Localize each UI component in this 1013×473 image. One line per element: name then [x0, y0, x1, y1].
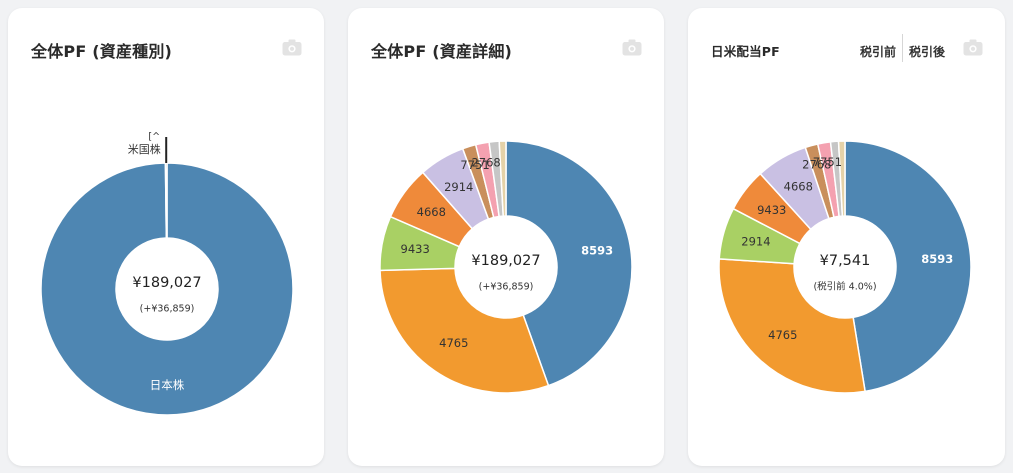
asset-type-card: 全体PF (資産種別) 日本株 米国株 [^ ¥189,027 (+¥36,859) [8, 8, 324, 466]
card-title: 日米配当PF [711, 44, 780, 59]
card-title: 全体PF (資産種別) [31, 42, 173, 61]
camera-icon[interactable] [963, 39, 983, 56]
donut-ring [718, 140, 972, 394]
donut-slice[interactable] [379, 267, 550, 394]
donut-ring [379, 140, 633, 394]
center-subtext: (+¥36,859) [140, 304, 195, 315]
slice-label: 4668 [784, 180, 813, 194]
center-subtext: (税引前 4.0%) [813, 281, 876, 293]
donut-slice[interactable] [837, 140, 846, 217]
center-total: ¥189,027 [471, 253, 540, 269]
tab-divider [902, 34, 904, 62]
slice-label: 8593 [921, 252, 953, 266]
center-total: ¥7,541 [820, 253, 871, 269]
slice-label-truncated: [^ [148, 132, 160, 143]
tab-after-tax[interactable]: 税引後 [909, 44, 946, 59]
slice-label: 4765 [768, 328, 797, 342]
donut-slice[interactable] [844, 140, 972, 393]
camera-icon[interactable] [622, 39, 642, 56]
slice-label: 2914 [444, 180, 473, 194]
slice-label: 米国株 [128, 142, 161, 156]
slice-label: 9433 [757, 203, 786, 217]
slice-label: 4668 [417, 205, 446, 219]
slice-label: 8593 [581, 244, 613, 258]
donut-slice[interactable] [164, 162, 168, 239]
donut-ring [40, 162, 294, 416]
donut-slice[interactable] [498, 140, 507, 217]
donut-slice[interactable] [505, 140, 633, 387]
card-title: 全体PF (資産詳細) [371, 42, 513, 61]
donut-slice[interactable] [40, 162, 294, 416]
donut-slice[interactable] [718, 258, 866, 394]
slice-label: 4765 [439, 336, 468, 350]
asset-detail-card: 全体PF (資産詳細) 8593 4765 9433 4668 2914 7751 2768… [348, 8, 664, 466]
center-total: ¥189,027 [132, 275, 201, 291]
slice-label: 9433 [401, 242, 430, 256]
donut-chart: 日本株 米国株[^ ¥189,027 (+¥36,859) [40, 132, 294, 416]
center-subtext: (+¥36,859) [479, 282, 534, 293]
tab-pre-tax[interactable]: 税引前 [860, 44, 897, 59]
tax-toggle: 税引前 税引後 [856, 34, 949, 62]
slice-label: 2768 [802, 157, 831, 171]
slice-label: 2768 [471, 155, 500, 169]
dividend-card: 日米配当PF 税引前 税引後 8593 4765 2914 9433 4668 2768 7… [688, 8, 1005, 466]
slice-label: 日本株 [150, 378, 185, 392]
slice-label: 2914 [741, 235, 770, 249]
camera-icon[interactable] [282, 39, 302, 56]
slice-label: 7751 [460, 158, 489, 172]
slice-label: 7751 [813, 155, 842, 169]
